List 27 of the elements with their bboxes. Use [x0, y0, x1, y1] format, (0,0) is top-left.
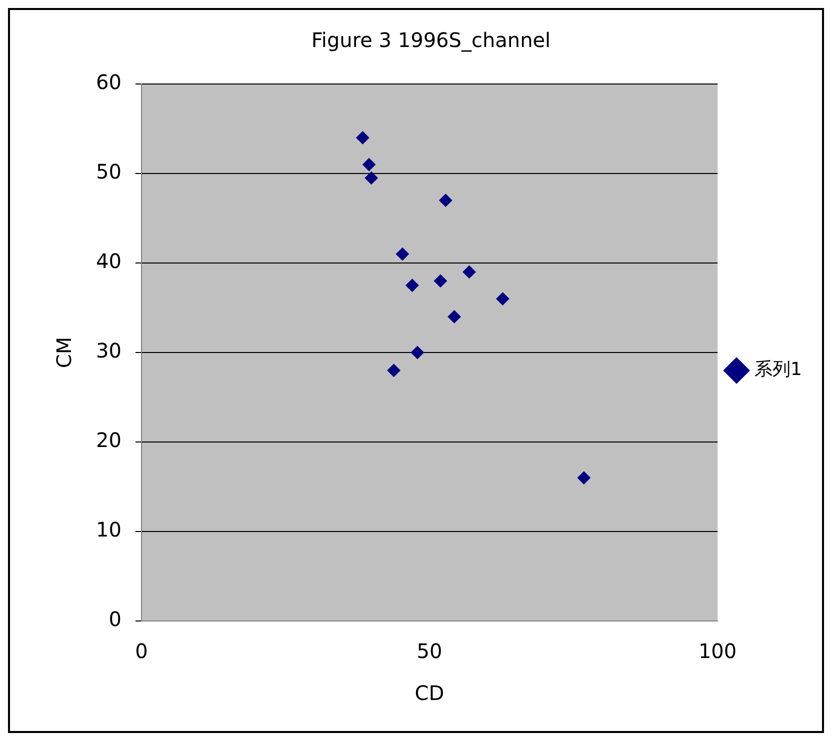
y-tick-label: 30: [96, 338, 122, 363]
y-tick-label: 60: [96, 70, 122, 94]
point: [439, 194, 452, 207]
y-tick-label: 0: [108, 607, 122, 632]
x-tick-label: 0: [135, 639, 148, 664]
point: [462, 265, 476, 278]
point: [396, 248, 409, 261]
point: [577, 471, 590, 484]
point: [410, 346, 424, 359]
x-tick-label: 100: [698, 639, 737, 664]
chart-title: Figure 3 1996S_channel: [311, 28, 551, 52]
y-tick-label: 50: [96, 160, 122, 184]
point: [434, 274, 447, 288]
y-tick-label: 10: [96, 518, 122, 542]
point: [448, 310, 461, 324]
point: [364, 171, 378, 184]
x-axis-title: CD: [414, 681, 444, 706]
x-tick-label: 50: [416, 639, 442, 664]
point: [362, 158, 376, 172]
y-axis-title: CM: [52, 336, 76, 368]
point: [356, 131, 370, 144]
point: [406, 278, 419, 292]
y-tick-label: 40: [96, 249, 122, 274]
point: [496, 292, 510, 306]
point: [387, 364, 400, 377]
legend-label: 系列1: [754, 359, 802, 380]
y-tick-label: 20: [96, 428, 122, 452]
